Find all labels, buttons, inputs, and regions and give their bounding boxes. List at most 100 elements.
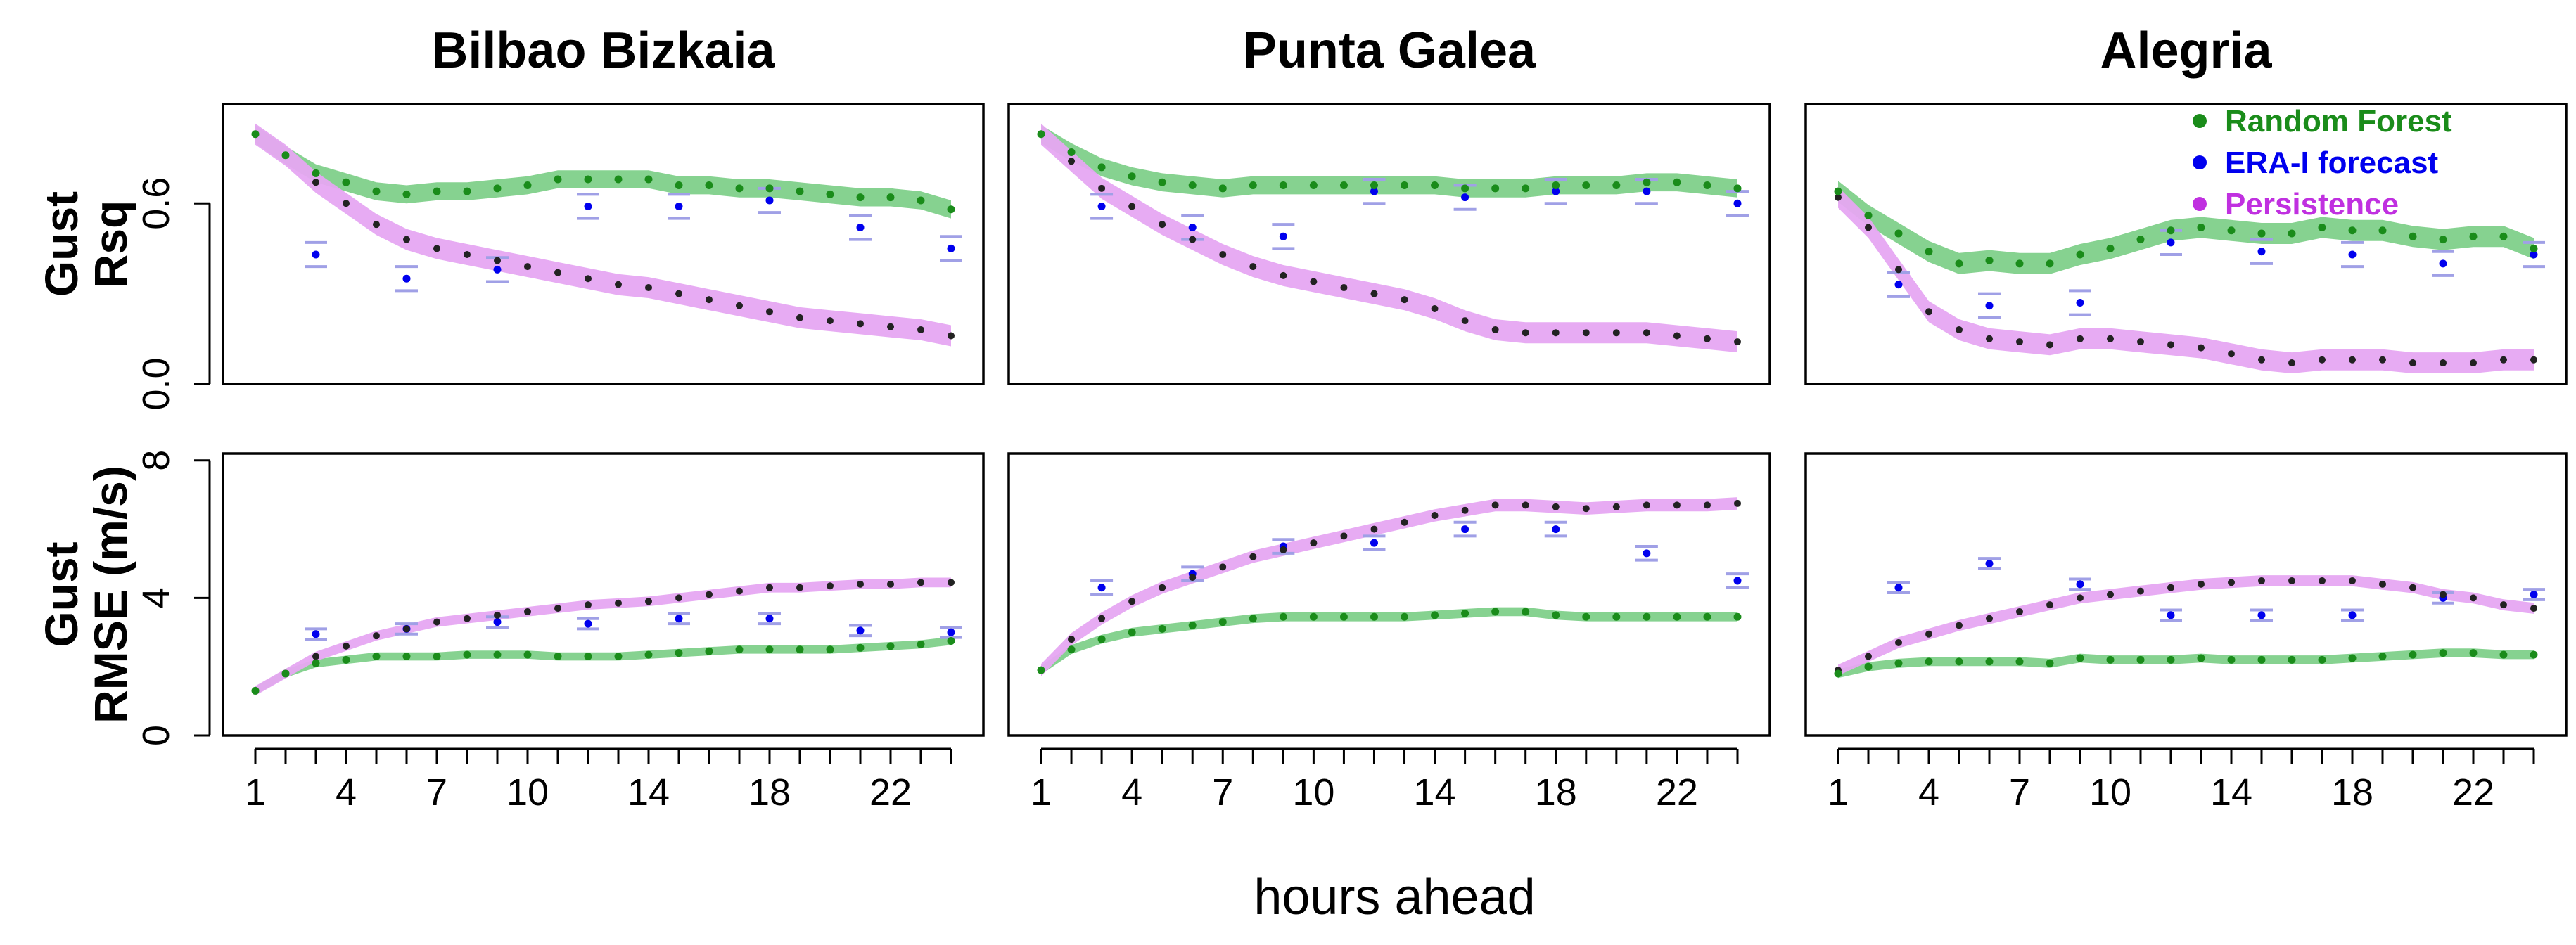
persistence-point	[373, 221, 380, 229]
legend-marker	[2193, 155, 2207, 169]
persistence-point	[2288, 577, 2295, 584]
random-forest-point	[1673, 612, 1681, 621]
random-forest-point	[856, 193, 865, 202]
persistence-point	[857, 320, 864, 328]
persistence-point	[2409, 584, 2416, 591]
random-forest-point	[1643, 178, 1651, 186]
random-forest-point	[1582, 612, 1590, 621]
random-forest-point	[644, 175, 653, 184]
persistence-point	[494, 611, 501, 619]
persistence-point	[1865, 224, 1872, 231]
random-forest-point	[1067, 148, 1076, 156]
random-forest-point	[1552, 611, 1560, 619]
persistence-point	[706, 296, 713, 304]
persistence-point	[2167, 584, 2174, 591]
random-forest-point	[554, 652, 562, 661]
random-forest-point	[1339, 612, 1348, 621]
random-forest-point	[342, 178, 350, 186]
era-point	[2530, 250, 2538, 259]
y-tick-label: 0.6	[135, 177, 177, 230]
random-forest-point	[1894, 659, 1903, 667]
random-forest-point	[281, 669, 290, 678]
x-tick-label: 1	[245, 771, 266, 814]
random-forest-point	[1431, 611, 1439, 619]
persistence-point	[1835, 193, 1842, 201]
x-tick-label: 4	[336, 771, 357, 814]
era-point	[584, 202, 592, 211]
random-forest-point	[1249, 181, 1257, 190]
persistence-point	[766, 584, 773, 591]
random-forest-point	[584, 175, 592, 184]
random-forest-point	[675, 649, 683, 657]
random-forest-point	[2378, 652, 2387, 661]
random-forest-point	[1461, 609, 1469, 617]
panel-rsq-0	[251, 123, 962, 347]
legend-label: Persistence	[2225, 187, 2399, 221]
random-forest-point	[1279, 181, 1287, 190]
panel-frame	[1804, 103, 2568, 385]
random-forest-point	[281, 151, 290, 160]
random-forest-band	[1041, 125, 1737, 198]
persistence-point	[1189, 574, 1197, 581]
persistence-point	[1461, 506, 1469, 514]
random-forest-point	[1864, 662, 1873, 671]
random-forest-point	[2530, 244, 2538, 252]
era-point	[493, 265, 502, 274]
random-forest-point	[735, 184, 744, 193]
random-forest-point	[1985, 657, 1994, 666]
persistence-point	[1249, 553, 1257, 560]
persistence-point	[1280, 271, 1287, 279]
legend-label: ERA-I forecast	[2225, 146, 2439, 180]
persistence-point	[433, 618, 440, 626]
random-forest-point	[2046, 659, 2054, 667]
random-forest-point	[2015, 259, 2024, 268]
random-forest-point	[312, 169, 320, 177]
persistence-point	[1128, 598, 1136, 605]
random-forest-band	[255, 636, 951, 695]
random-forest-point	[463, 187, 471, 195]
random-forest-point	[796, 187, 804, 195]
panel-frame	[222, 452, 985, 737]
random-forest-point	[402, 652, 411, 661]
site-title: Alegria	[2100, 22, 2272, 79]
random-forest-point	[1037, 130, 1045, 139]
x-tick-label: 10	[2089, 771, 2131, 814]
persistence-point	[2228, 350, 2235, 358]
random-forest-point	[523, 181, 532, 190]
site-title: Punta Galea	[1243, 22, 1536, 79]
random-forest-point	[705, 647, 713, 655]
persistence-point	[1431, 305, 1439, 313]
persistence-point	[2470, 594, 2477, 602]
era-point	[1643, 549, 1651, 558]
x-tick-label: 18	[2331, 771, 2373, 814]
persistence-point	[1370, 525, 1378, 533]
random-forest-point	[2076, 250, 2084, 259]
x-tick-label: 14	[1414, 771, 1456, 814]
random-forest-point	[312, 659, 320, 667]
random-forest-point	[433, 187, 441, 195]
persistence-point	[1491, 501, 1499, 509]
x-tick-label: 4	[1918, 771, 1939, 814]
random-forest-point	[2288, 655, 2296, 664]
persistence-point	[1986, 615, 1993, 622]
era-point	[1461, 525, 1469, 534]
random-forest-point	[1703, 181, 1711, 190]
random-forest-point	[2409, 650, 2417, 659]
random-forest-point	[2530, 650, 2538, 659]
persistence-point	[312, 179, 319, 186]
random-forest-point	[2378, 226, 2387, 235]
persistence-point	[736, 587, 743, 595]
persistence-point	[524, 608, 531, 615]
site-title: Bilbao Bizkaia	[431, 22, 775, 79]
persistence-point	[2198, 344, 2205, 352]
persistence-point	[1098, 615, 1106, 622]
persistence-point	[615, 599, 622, 607]
random-forest-point	[1431, 181, 1439, 190]
persistence-point	[2530, 605, 2537, 612]
persistence-point	[2319, 577, 2326, 584]
random-forest-point	[1552, 181, 1560, 190]
persistence-point	[1370, 290, 1378, 297]
era-point	[675, 202, 683, 211]
random-forest-point	[2136, 655, 2145, 664]
persistence-point	[2016, 338, 2023, 346]
